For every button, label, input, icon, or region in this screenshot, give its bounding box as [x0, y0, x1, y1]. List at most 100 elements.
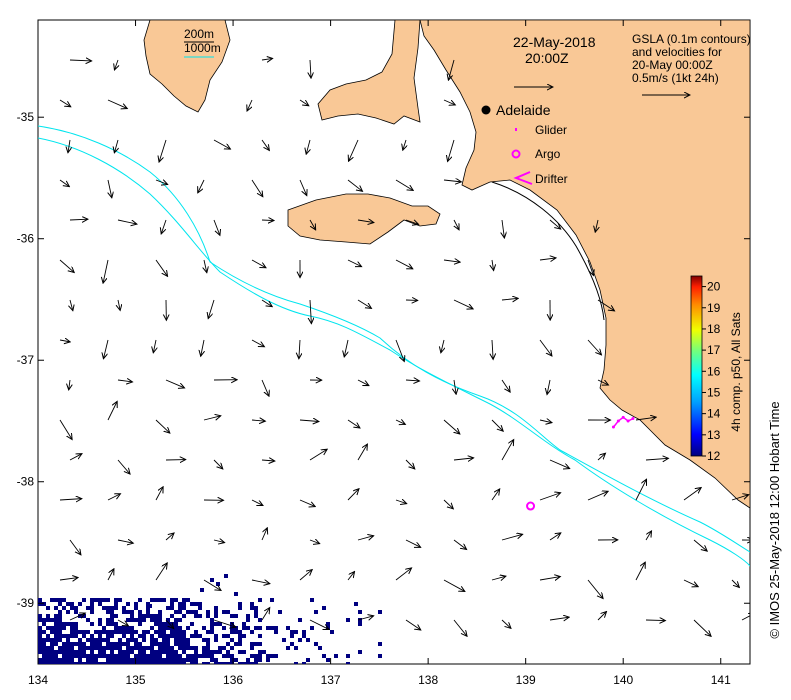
sst-pixel — [58, 622, 62, 626]
velocity-arrows — [59, 58, 750, 636]
sst-pixel — [142, 614, 146, 618]
velocity-arrow — [261, 220, 274, 221]
sst-pixel — [234, 642, 238, 646]
sst-pixel — [250, 642, 254, 646]
sst-pixel — [214, 658, 218, 662]
sst-pixel — [214, 610, 218, 614]
sst-pixel — [182, 650, 186, 654]
sst-pixel — [206, 630, 210, 634]
sst-pixel — [54, 642, 58, 646]
sst-pixel — [322, 606, 326, 610]
velocity-arrow — [453, 539, 467, 550]
sst-pixel — [230, 614, 234, 618]
velocity-arrow — [597, 453, 605, 461]
sst-pixel — [38, 662, 42, 664]
colorbar-ticks: 20 19 18 17 16 15 14 13 12 — [702, 280, 721, 463]
sst-pixel — [186, 610, 190, 614]
sst-pixel — [58, 610, 62, 614]
sst-pixel — [62, 626, 66, 630]
velocity-arrow — [539, 339, 552, 356]
sst-pixel — [154, 598, 158, 602]
sst-pixel — [70, 626, 74, 630]
velocity-arrow — [347, 419, 360, 428]
sst-pixel — [158, 646, 162, 650]
velocity-arrow — [155, 419, 170, 433]
sst-pixel — [90, 598, 94, 602]
sst-pixel — [78, 654, 82, 658]
sst-pixel — [102, 630, 106, 634]
sst-pixel — [198, 602, 202, 606]
sst-pixel — [146, 614, 150, 618]
sst-pixel — [118, 662, 122, 664]
sst-pixel — [378, 642, 382, 646]
sst-pixel — [162, 638, 166, 642]
sst-pixel — [166, 638, 170, 642]
sst-pixel — [78, 630, 82, 634]
colorbar-tick-label: 12 — [707, 449, 721, 463]
velocity-arrow — [114, 139, 118, 153]
sst-pixel — [182, 638, 186, 642]
velocity-arrow — [107, 401, 117, 421]
sst-pixel — [114, 662, 118, 664]
sst-pixel — [198, 614, 202, 618]
sst-pixel — [78, 650, 82, 654]
sst-pixel — [54, 634, 58, 638]
sst-pixel — [62, 598, 66, 602]
velocity-arrow — [587, 579, 603, 599]
sst-pixel — [254, 642, 258, 646]
sst-pixel — [62, 642, 66, 646]
velocity-arrow — [213, 540, 225, 543]
sst-pixel — [98, 622, 102, 626]
sst-pixel — [158, 654, 162, 658]
sst-pixel — [238, 602, 242, 606]
sst-pixel — [254, 606, 258, 610]
sst-pixel — [58, 638, 62, 642]
sst-pixel — [114, 622, 118, 626]
sst-pixel — [154, 630, 158, 634]
sst-pixel — [102, 646, 106, 650]
sst-pixel — [122, 650, 126, 654]
depth-legend: 200m 1000m — [184, 27, 221, 58]
info-block: GSLA (0.1m contours) and velocities for … — [632, 32, 751, 95]
sst-pixel — [170, 634, 174, 638]
sst-pixel — [230, 662, 234, 664]
sst-pixel — [216, 582, 220, 586]
sst-pixel — [62, 606, 66, 610]
sst-pixel — [190, 610, 194, 614]
sst-pixel — [66, 650, 70, 654]
velocity-arrow — [645, 620, 665, 621]
sst-pixel — [166, 634, 170, 638]
sst-pixel — [142, 618, 146, 622]
velocity-arrow — [59, 179, 69, 187]
sst-pixel — [182, 646, 186, 650]
sst-pixel — [106, 642, 110, 646]
axis-ticks: 134 135 136 137 138 139 140 141 -35 -36 -37 -38 -39 — [17, 20, 750, 687]
velocity-arrow — [502, 219, 504, 238]
sst-pixel — [130, 630, 134, 634]
sst-pixel — [102, 638, 106, 642]
sst-pixel — [42, 638, 46, 642]
sst-pixel — [170, 614, 174, 618]
sst-pixel — [158, 650, 162, 654]
velocity-arrow — [491, 576, 506, 580]
sst-pixel — [50, 638, 54, 642]
sst-pixel — [98, 630, 102, 634]
sst-pixel — [294, 646, 298, 650]
sst-pixel — [94, 654, 98, 658]
sst-pixel — [58, 646, 62, 650]
velocity-arrow — [203, 416, 221, 420]
sst-pixel — [170, 654, 174, 658]
sst-pixel — [258, 658, 262, 662]
sst-pixel — [222, 610, 226, 614]
sst-pixel — [38, 634, 42, 638]
sst-pixel — [274, 626, 278, 630]
sst-pixel — [58, 630, 62, 634]
sst-pixel — [122, 658, 126, 662]
sst-pixel — [238, 634, 242, 638]
sst-pixel — [234, 592, 238, 596]
sst-pixel — [286, 626, 290, 630]
sst-pixel — [182, 598, 186, 602]
sst-pixel — [194, 650, 198, 654]
sst-pixel — [42, 642, 46, 646]
sst-pixel — [110, 650, 114, 654]
